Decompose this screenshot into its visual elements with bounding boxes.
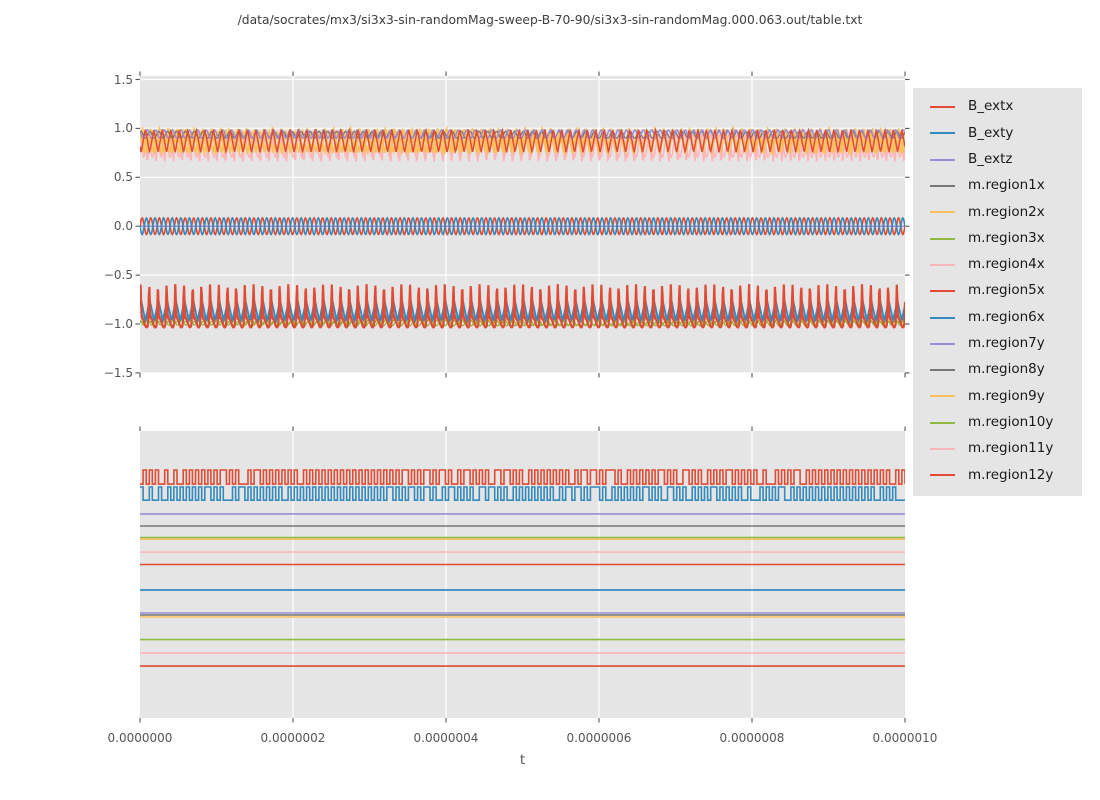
- legend-swatch-line: [930, 316, 955, 319]
- legend-label: m.region3x: [968, 229, 1045, 246]
- y-tick-label: 1.0: [113, 121, 133, 136]
- y-tick-label: −1.0: [103, 317, 133, 331]
- legend-swatch-line: [930, 211, 955, 214]
- legend-label: B_exty: [968, 124, 1014, 141]
- y-tick-label: −1.5: [103, 365, 133, 380]
- legend-label: m.region7y: [968, 335, 1045, 352]
- legend-swatch-line: [930, 158, 955, 161]
- figure-title: /data/socrates/mx3/si3x3-sin-randomMag-s…: [237, 13, 863, 27]
- legend-label: B_extx: [968, 98, 1014, 115]
- y-tick-label: −0.5: [103, 268, 133, 283]
- legend: B_extx B_exty B_extz m.region1x m.region2x m.…: [913, 88, 1082, 497]
- legend-item: m.region7y: [930, 331, 1082, 357]
- legend-label: m.region6x: [968, 308, 1045, 325]
- legend-item: B_exty: [930, 120, 1082, 146]
- x-tick-label: 0.0000004: [413, 731, 479, 745]
- series-top-B_exty: [140, 216, 905, 236]
- legend-swatch-line: [930, 237, 955, 240]
- series-top-m.region5x: [140, 284, 905, 329]
- legend-swatch-line: [930, 263, 955, 266]
- legend-item: m.region10y: [930, 410, 1082, 436]
- series-bottom-B_exty: [140, 486, 905, 501]
- legend-label: m.region12y: [968, 466, 1054, 483]
- x-axis-label: t: [519, 752, 526, 768]
- y-tick-label: 0.0: [113, 219, 133, 234]
- legend-item: m.region11y: [930, 436, 1082, 462]
- series-top-m.region7y: [140, 129, 905, 140]
- legend-swatch-line: [930, 421, 955, 424]
- legend-swatch-line: [930, 474, 955, 477]
- y-tick-label: 1.5: [113, 72, 133, 87]
- legend-label: m.region10y: [968, 413, 1054, 430]
- legend-item: B_extx: [930, 94, 1082, 120]
- legend-swatch-line: [930, 395, 955, 398]
- legend-item: m.region6x: [930, 304, 1082, 330]
- legend-item: m.region1x: [930, 173, 1082, 199]
- series-bottom-B_extx: [140, 469, 905, 485]
- legend-swatch-line: [930, 106, 955, 109]
- legend-label: m.region2x: [968, 203, 1045, 220]
- legend-item: m.region2x: [930, 199, 1082, 225]
- legend-label: m.region11y: [968, 440, 1054, 457]
- x-tick-label: 0.0000006: [566, 731, 632, 745]
- tick-marks: [135, 71, 910, 723]
- legend-item: m.region8y: [930, 357, 1082, 383]
- x-tick-label: 0.0000000: [107, 731, 173, 745]
- y-tick-label: 0.5: [113, 170, 133, 185]
- legend-label: B_extz: [968, 150, 1013, 167]
- legend-item: m.region4x: [930, 252, 1082, 278]
- x-tick-label: 0.0000010: [872, 731, 938, 745]
- legend-label: m.region8y: [968, 361, 1045, 378]
- legend-label: m.region9y: [968, 387, 1045, 404]
- legend-swatch-line: [930, 290, 955, 293]
- series-top-m.region12y: [140, 127, 905, 154]
- legend-swatch-line: [930, 369, 955, 372]
- x-tick-label: 0.0000008: [719, 731, 785, 745]
- legend-label: m.region5x: [968, 282, 1045, 299]
- legend-item: B_extz: [930, 147, 1082, 173]
- x-tick-label: 0.0000002: [260, 731, 326, 745]
- legend-item: m.region9y: [930, 383, 1082, 409]
- legend-swatch-line: [930, 132, 955, 135]
- legend-label: m.region4x: [968, 256, 1045, 273]
- legend-swatch-line: [930, 185, 955, 188]
- legend-swatch-line: [930, 448, 955, 450]
- series-top-m.region11y: [140, 133, 905, 159]
- legend-item: m.region12y: [930, 462, 1082, 488]
- legend-label: m.region1x: [968, 177, 1045, 194]
- legend-item: m.region5x: [930, 278, 1082, 304]
- legend-swatch-line: [930, 342, 955, 345]
- legend-item: m.region3x: [930, 225, 1082, 251]
